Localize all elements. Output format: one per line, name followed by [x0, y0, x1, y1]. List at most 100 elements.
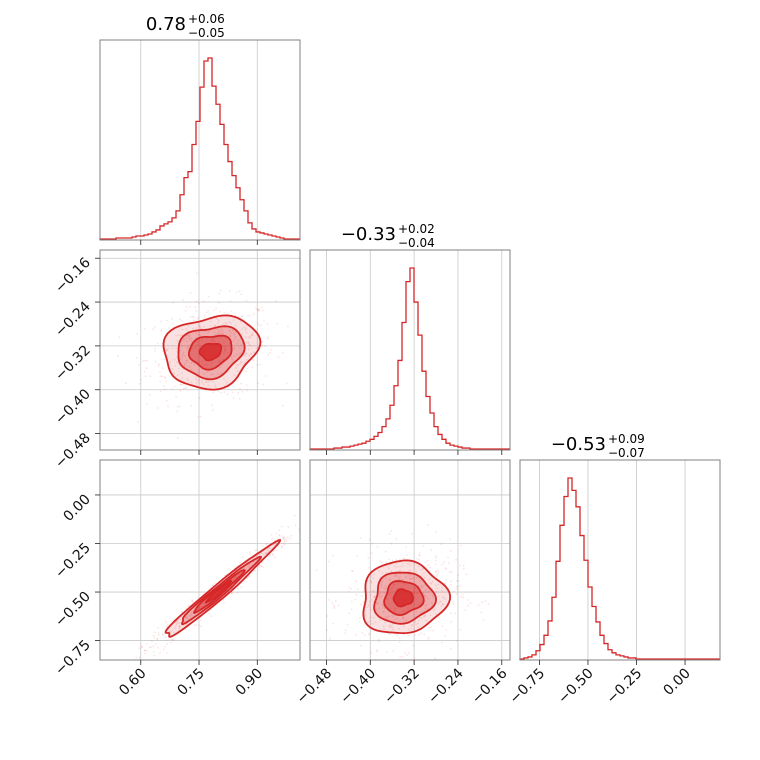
sample-point	[223, 377, 226, 380]
sample-point	[214, 582, 216, 584]
sample-point	[404, 610, 407, 613]
sample-point	[265, 551, 267, 554]
sample-point	[440, 543, 443, 546]
sample-point	[213, 309, 216, 312]
sample-point	[195, 623, 197, 626]
sample-point	[370, 581, 373, 583]
sample-point	[421, 568, 424, 571]
sample-point	[135, 656, 138, 659]
sample-point	[198, 326, 201, 328]
sample-point	[412, 592, 415, 594]
sample-point	[175, 347, 178, 350]
sample-point	[238, 397, 241, 400]
sample-point	[441, 589, 443, 592]
sample-point	[214, 333, 217, 336]
sample-point	[165, 399, 168, 402]
sample-point	[224, 337, 227, 340]
sample-point	[140, 379, 142, 381]
sample-point	[234, 337, 237, 340]
sample-point	[258, 308, 260, 311]
sample-point	[145, 643, 148, 645]
sample-point	[206, 364, 209, 367]
contour-panel-1: −0.48−0.40−0.32−0.24−0.16	[52, 249, 301, 472]
sample-point	[178, 627, 181, 630]
sample-point	[411, 606, 414, 609]
sample-point	[283, 543, 286, 546]
title-minus-error: −0.05	[188, 26, 225, 40]
histogram-line	[99, 57, 300, 240]
sample-point	[248, 566, 250, 568]
sample-point	[235, 576, 237, 579]
contour-panel-3	[309, 459, 511, 665]
sample-point	[418, 554, 421, 557]
sample-point	[186, 336, 188, 339]
sample-point	[206, 362, 209, 365]
sample-point	[191, 348, 193, 351]
sample-point	[425, 595, 428, 598]
sample-point	[328, 599, 331, 601]
sample-point	[393, 584, 396, 586]
sample-point	[178, 367, 180, 370]
sample-point	[434, 657, 436, 660]
sample-point	[381, 595, 383, 597]
sample-point	[219, 359, 222, 362]
sample-point	[414, 596, 416, 599]
sample-point	[199, 324, 202, 327]
sample-point	[409, 573, 412, 576]
sample-point	[254, 569, 256, 572]
sample-point	[239, 321, 242, 323]
sample-point	[423, 572, 425, 574]
sample-point	[247, 336, 250, 339]
sample-point	[368, 567, 370, 569]
sample-point	[199, 327, 202, 329]
sample-point	[203, 364, 206, 367]
sample-point	[244, 354, 247, 357]
sample-point	[281, 546, 284, 549]
sample-point	[205, 381, 208, 383]
sample-point	[420, 616, 423, 619]
sample-point	[210, 366, 213, 368]
sample-point	[204, 363, 206, 366]
sample-point	[425, 589, 428, 591]
sample-point	[244, 336, 247, 339]
sample-point	[237, 587, 240, 590]
sample-point	[267, 353, 270, 356]
sample-point	[156, 342, 159, 345]
sample-point	[266, 549, 269, 551]
sample-point	[241, 390, 244, 393]
sample-point	[200, 345, 202, 347]
sample-point	[202, 360, 204, 362]
sample-point	[195, 327, 198, 329]
sample-point	[210, 615, 213, 618]
sample-point	[214, 324, 217, 327]
sample-point	[179, 334, 182, 337]
sample-point	[217, 340, 220, 343]
sample-point	[417, 604, 420, 606]
sample-point	[174, 625, 177, 628]
sample-point	[413, 593, 416, 596]
sample-point	[351, 570, 354, 573]
sample-point	[200, 625, 203, 628]
sample-point	[181, 372, 183, 374]
sample-point	[456, 588, 459, 591]
sample-point	[197, 343, 199, 346]
sample-point	[217, 319, 220, 322]
sample-point	[118, 336, 121, 339]
sample-point	[398, 581, 400, 584]
sample-point	[370, 580, 372, 582]
sample-point	[257, 324, 260, 326]
sample-point	[316, 516, 318, 518]
sample-point	[220, 328, 223, 331]
sample-point	[262, 309, 264, 312]
sample-point	[283, 537, 285, 539]
sample-point	[222, 323, 225, 326]
sample-point	[283, 540, 286, 543]
sample-point	[262, 383, 265, 386]
sample-point	[452, 602, 454, 605]
sample-point	[230, 322, 232, 324]
sample-point	[276, 322, 279, 325]
sample-point	[435, 571, 438, 574]
sample-point	[390, 570, 393, 573]
sample-point	[208, 612, 211, 615]
sample-point	[373, 589, 375, 592]
